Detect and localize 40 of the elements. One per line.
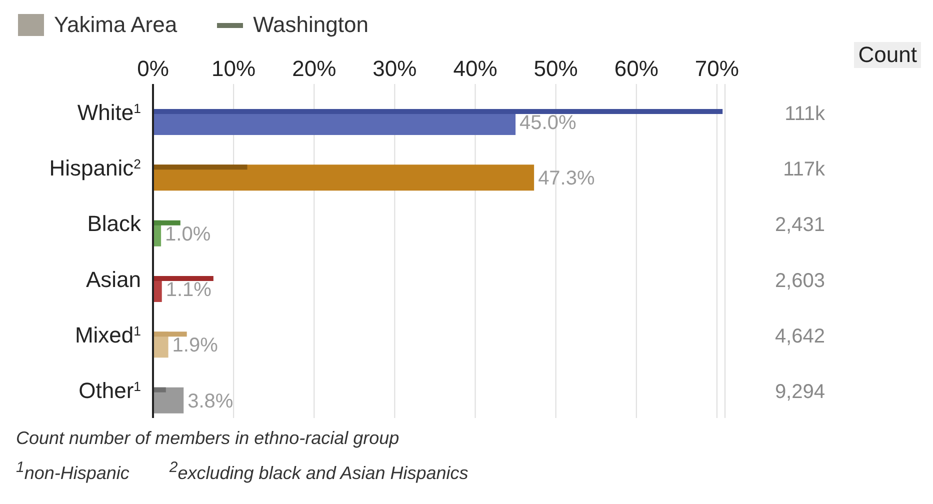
- text: 9,294: [774, 381, 825, 404]
- bar: [153, 164, 534, 191]
- y-tick-label: Mixed$^{1}$: [74, 322, 141, 348]
- text: Count: [854, 42, 921, 68]
- data-label: 1.1%: [166, 279, 212, 301]
- text: $^{1}$non-Hispanic: [16, 459, 130, 483]
- bar: [153, 276, 214, 281]
- data-label: 3.8%: [188, 390, 234, 412]
- text: 117k: [783, 158, 826, 180]
- y-tick-label: Asian: [86, 266, 141, 292]
- legend-label: Yakima Area: [54, 12, 178, 38]
- bar: [153, 387, 166, 392]
- text: 2,603: [774, 270, 825, 292]
- x-tick-label: 50%: [534, 56, 578, 81]
- x-tick-label: 0%: [137, 56, 169, 81]
- x-tick-label: 70%: [694, 56, 739, 81]
- x-tick-label: 10%: [212, 56, 256, 81]
- data-label: 47.3%: [538, 168, 595, 190]
- text: $^{2}$excluding black and Asian Hispanics: [169, 459, 468, 483]
- data-label: 1.9%: [172, 334, 218, 357]
- x-tick-label: 60%: [614, 56, 658, 81]
- bar: [153, 387, 184, 414]
- data-label: 1.0%: [165, 223, 211, 246]
- legend-label: Washington: [253, 12, 368, 38]
- x-tick-label: 30%: [372, 56, 417, 81]
- bar: [153, 332, 187, 337]
- bar: [153, 109, 723, 114]
- text: Count number of members in ethno-racial group: [16, 428, 400, 448]
- x-tick-label: 20%: [292, 56, 336, 81]
- text: 2,431: [774, 214, 825, 236]
- y-tick-label: Other$^{1}$: [78, 378, 141, 404]
- y-tick-label: Hispanic$^{2}$: [49, 156, 141, 180]
- y-tick-label: Black: [87, 211, 142, 236]
- y-tick-label: White$^{1}$: [77, 100, 141, 125]
- x-tick-label: 40%: [453, 56, 498, 81]
- bar: [153, 164, 248, 170]
- text: 4,642: [774, 326, 825, 348]
- data-label: 45.0%: [520, 112, 576, 134]
- text: 111k: [784, 102, 826, 125]
- bar: [153, 220, 180, 226]
